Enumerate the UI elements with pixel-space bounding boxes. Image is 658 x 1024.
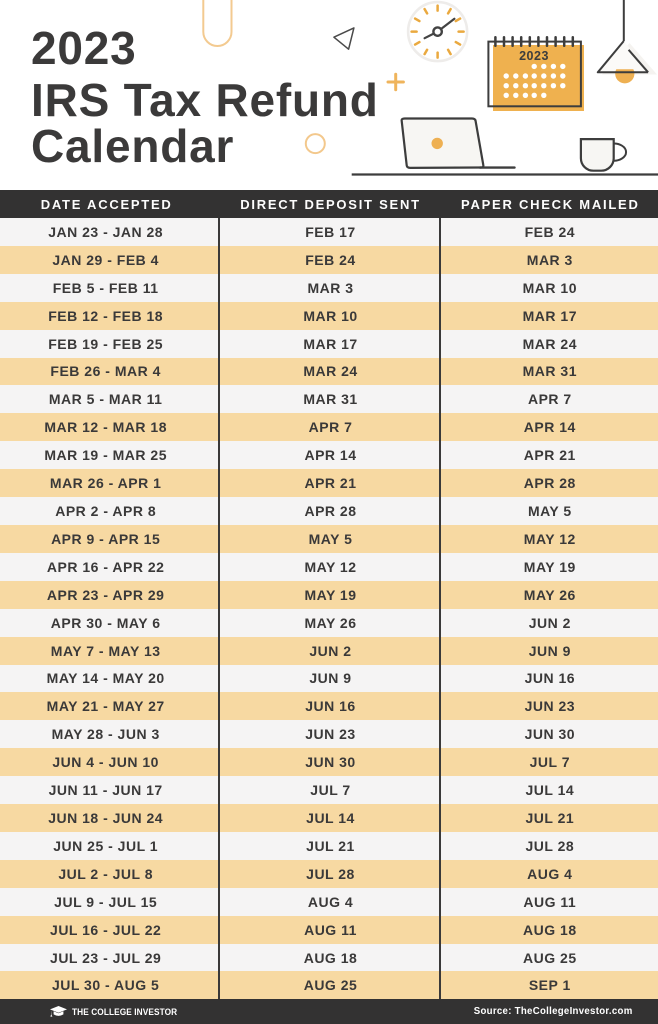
- svg-text:2023: 2023: [519, 49, 549, 63]
